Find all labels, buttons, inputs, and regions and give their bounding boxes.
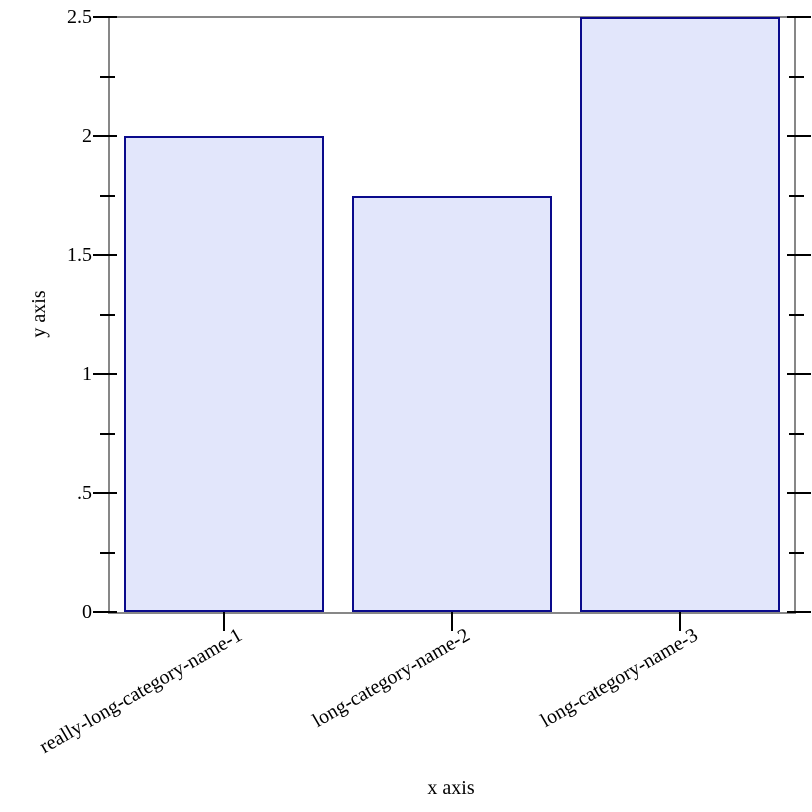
bar — [352, 195, 552, 612]
y-tick-label: 1.5 — [67, 244, 92, 266]
y-major-tick — [787, 611, 811, 613]
y-major-tick — [93, 254, 117, 256]
y-minor-tick — [789, 551, 804, 554]
y-tick-label: .5 — [77, 482, 92, 504]
y-minor-tick — [100, 551, 115, 554]
y-major-tick — [93, 135, 117, 137]
y-major-tick — [93, 611, 117, 613]
y-minor-tick — [789, 313, 804, 316]
x-axis-title: x axis — [427, 777, 475, 799]
bar — [580, 17, 780, 612]
y-minor-tick — [100, 75, 115, 78]
y-minor-tick — [789, 432, 804, 435]
y-major-tick — [787, 135, 811, 137]
y-major-tick — [93, 16, 117, 18]
y-tick-label: 2 — [82, 125, 92, 147]
bar — [124, 136, 324, 612]
x-category-label: long-category-name-2 — [309, 624, 474, 732]
y-major-tick — [787, 373, 811, 375]
x-category-tick — [223, 612, 225, 631]
y-minor-tick — [100, 432, 115, 435]
y-tick-label: 1 — [82, 363, 92, 385]
y-minor-tick — [789, 75, 804, 78]
x-category-tick — [679, 612, 681, 631]
y-axis-title: y axis — [28, 290, 50, 338]
y-minor-tick — [100, 194, 115, 197]
y-tick-label: 0 — [82, 601, 92, 623]
x-category-label: long-category-name-3 — [537, 624, 702, 732]
y-tick-label: 2.5 — [67, 6, 92, 28]
y-major-tick — [787, 492, 811, 494]
x-category-label: really-long-category-name-1 — [35, 624, 247, 758]
y-major-tick — [93, 492, 117, 494]
y-major-tick — [787, 16, 811, 18]
y-minor-tick — [100, 313, 115, 316]
x-category-tick — [451, 612, 453, 631]
y-minor-tick — [789, 194, 804, 197]
y-major-tick — [787, 254, 811, 256]
y-major-tick — [93, 373, 117, 375]
